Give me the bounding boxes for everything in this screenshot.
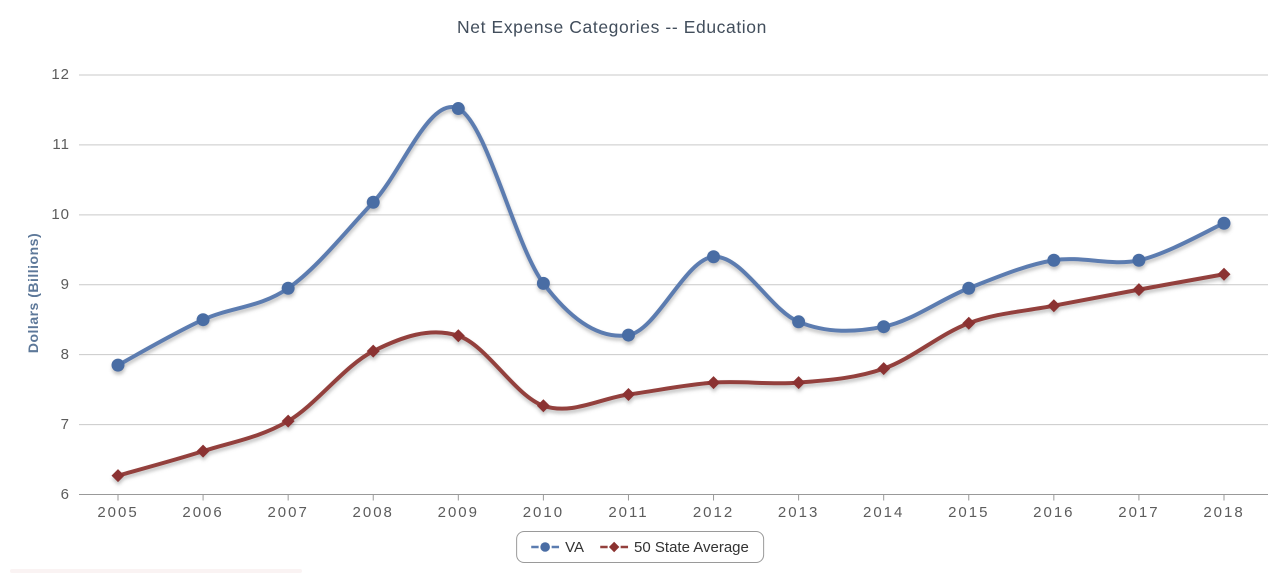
x-axis-tick-label: 2011 <box>608 504 649 521</box>
legend-label-va: VA <box>565 538 585 556</box>
series-line <box>116 272 1226 478</box>
legend-label-50-state-average: 50 State Average <box>634 538 749 556</box>
avg-line-diamond-marker-icon <box>600 541 629 553</box>
y-axis-tick-label: 11 <box>52 135 70 153</box>
data-point <box>451 102 465 116</box>
data-point <box>1217 267 1231 281</box>
x-axis-tick-label: 2015 <box>948 504 990 521</box>
data-point <box>111 469 125 483</box>
data-point <box>366 195 380 209</box>
va-line-circle-marker-icon <box>531 542 560 552</box>
data-point <box>707 250 721 264</box>
x-axis-tick-label: 2013 <box>777 504 820 521</box>
y-axis-tick-label: 8 <box>60 345 70 363</box>
data-point <box>1047 253 1061 267</box>
x-axis-tick-label: 2018 <box>1203 504 1245 521</box>
data-point <box>1217 216 1231 230</box>
data-point <box>281 414 295 428</box>
data-point <box>536 276 550 290</box>
x-axis-tick-label: 2006 <box>182 504 224 521</box>
data-point <box>451 329 465 343</box>
data-point <box>1047 299 1061 313</box>
x-axis-tick-label: 2016 <box>1033 504 1075 521</box>
data-point <box>877 362 891 376</box>
data-point <box>621 328 635 342</box>
x-axis-tick-label: 2007 <box>267 504 309 521</box>
data-point <box>1132 283 1146 297</box>
data-point <box>536 399 550 413</box>
data-point <box>111 358 125 372</box>
legend-item-va[interactable]: VA <box>531 539 584 556</box>
data-point <box>366 344 380 358</box>
data-point <box>707 376 721 390</box>
y-axis-tick-label: 9 <box>60 275 70 293</box>
x-axis-tick-label: 2014 <box>863 504 905 521</box>
series-line <box>116 105 1226 368</box>
data-point <box>621 388 635 402</box>
x-axis-tick-label: 2008 <box>352 504 394 521</box>
x-axis-tick-label: 2012 <box>692 504 735 521</box>
data-point <box>962 281 976 295</box>
chart-legend: VA 50 State Average <box>516 531 764 563</box>
partial-bottom-element <box>10 569 302 573</box>
data-point <box>196 444 210 458</box>
legend-item-50-state-average[interactable]: 50 State Average <box>600 539 749 556</box>
data-point <box>792 376 806 390</box>
series-50-state-average <box>111 267 1231 483</box>
chart-title: Net Expense Categories -- Education <box>457 17 767 37</box>
x-axis-tick-label: 2010 <box>522 504 565 521</box>
data-point <box>792 315 806 329</box>
y-axis-tick-label: 7 <box>60 415 70 433</box>
data-point <box>281 281 295 295</box>
data-point <box>1132 253 1146 267</box>
data-point <box>196 313 210 327</box>
y-axis-tick-label: 10 <box>51 205 70 223</box>
data-point <box>962 316 976 330</box>
data-point <box>877 320 891 334</box>
x-axis-tick-label: 2005 <box>97 504 139 521</box>
y-axis-tick-label: 6 <box>60 485 70 503</box>
series-va <box>111 102 1231 372</box>
x-axis-tick-label: 2017 <box>1118 504 1160 521</box>
x-axis-tick-label: 2009 <box>437 504 479 521</box>
y-axis-tick-label: 12 <box>51 66 70 83</box>
